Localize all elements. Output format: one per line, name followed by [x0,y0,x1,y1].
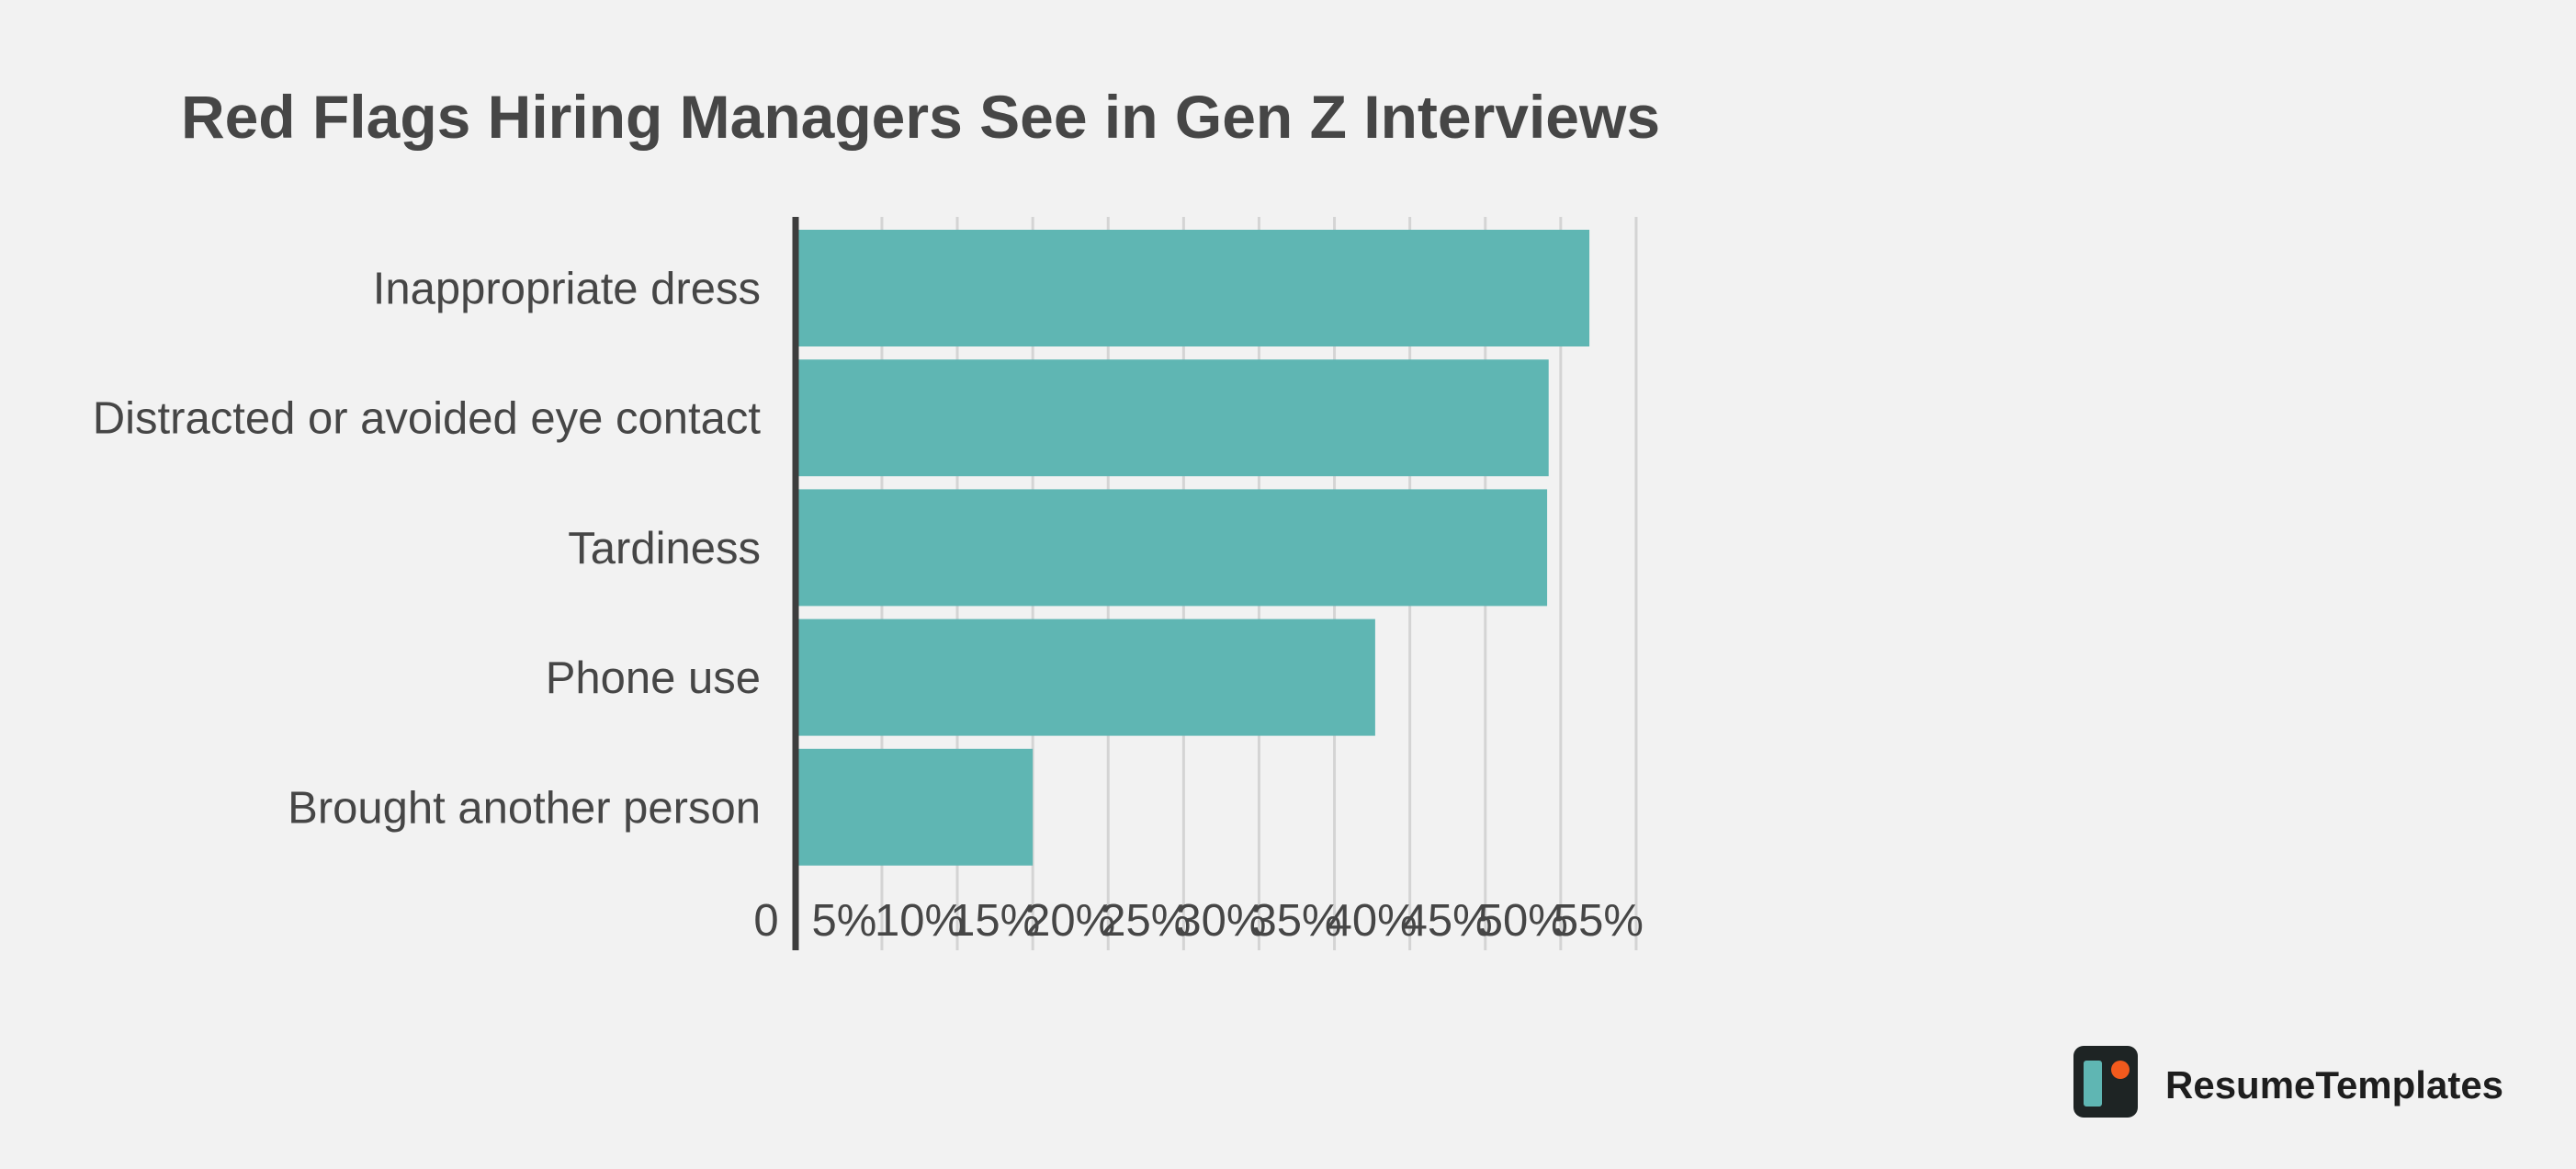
x-tick-label: 5% [811,896,876,946]
brand-logo: ResumeTemplates [2073,1046,2503,1118]
x-tick-label: 15% [950,896,1040,946]
resume-templates-logo-icon [2073,1046,2138,1118]
bar [797,359,1549,477]
x-tick-label: 55% [1554,896,1644,946]
bar [797,230,1590,346]
chart-title: Red Flags Hiring Managers See in Gen Z I… [181,83,1660,151]
category-label: Distracted or avoided eye contact [93,394,762,444]
x-tick-label: 25% [1101,896,1191,946]
bar [797,748,1034,866]
bar [797,619,1375,736]
x-tick-label: 10% [875,896,965,946]
x-tick-label: 40% [1328,896,1418,946]
category-label: Inappropriate dress [373,265,761,314]
category-label: Phone use [546,653,761,703]
category-label: Brought another person [288,783,761,833]
bars [797,230,1590,866]
x-tick-label: 30% [1176,896,1266,946]
x-tick-label: 20% [1025,896,1115,946]
x-tick-labels: 0 5%10%15%20%25%30%35%40%45%50%55% [753,896,1644,946]
x-tick-label: 0 [753,896,778,946]
brand-name: ResumeTemplates [2165,1063,2503,1107]
x-tick-label: 50% [1478,896,1568,946]
category-labels: Inappropriate dress Distracted or avoided… [93,265,762,834]
x-tick-label: 35% [1251,896,1341,946]
x-tick-label: 45% [1403,896,1493,946]
bar [797,489,1548,607]
category-label: Tardiness [568,524,761,573]
